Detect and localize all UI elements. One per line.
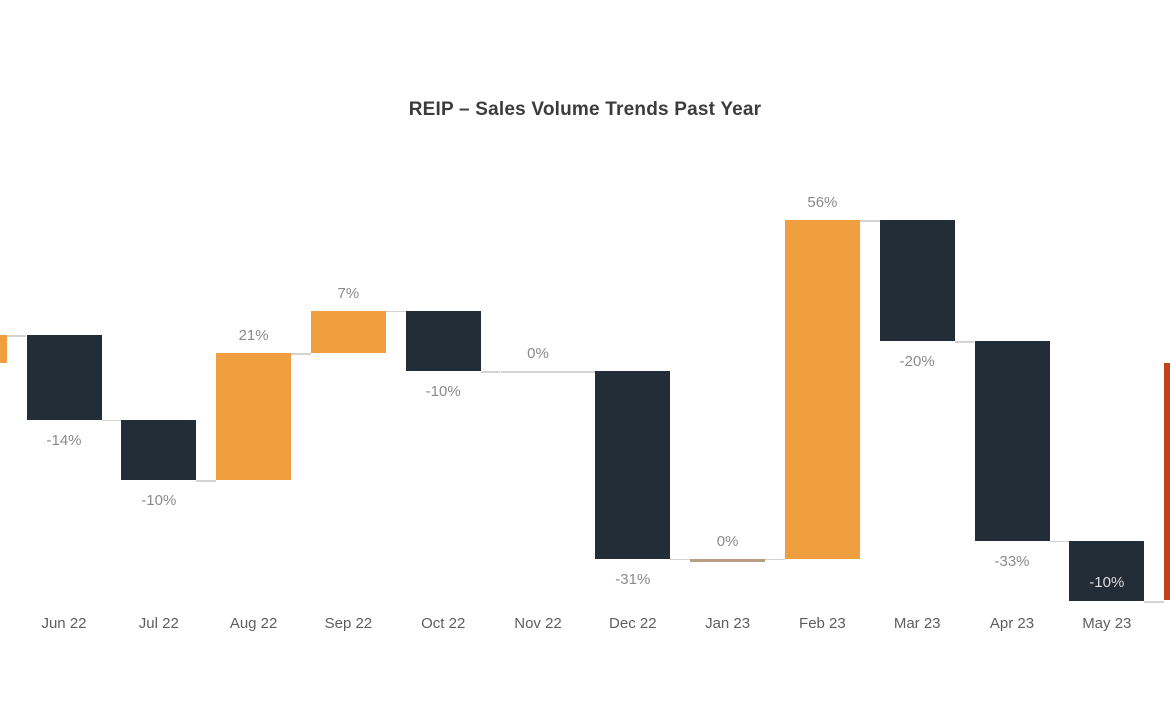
connector-line: [575, 371, 596, 373]
axis-label-Jul 22: Jul 22: [138, 615, 179, 632]
zero-line-Nov 22: [500, 371, 576, 373]
value-label-Nov 22: 0%: [527, 345, 549, 363]
waterfall-bar-Mar 23[interactable]: [879, 220, 955, 342]
value-label-Mar 23: -20%: [899, 353, 935, 371]
axis-label-May 23: May 23: [1082, 615, 1132, 632]
connector-line: [385, 310, 406, 313]
connector-line: [670, 558, 691, 561]
value-label-Feb 23: 56%: [807, 194, 838, 212]
value-label-Sep 22: 7%: [337, 284, 360, 302]
axis-label-Jun 22: Jun 22: [41, 615, 87, 632]
axis-label-Sep 22: Sep 22: [324, 615, 373, 632]
axis-label-Aug 22: Aug 22: [229, 615, 278, 632]
waterfall-bar-Oct 22[interactable]: [405, 310, 481, 372]
waterfall-bar-Apr 23[interactable]: [974, 341, 1050, 541]
waterfall-bar-Jul 22[interactable]: [121, 419, 197, 481]
axis-label-Nov 22: Nov 22: [514, 615, 562, 632]
axis-label-Feb 23: Feb 23: [799, 615, 846, 632]
axis-label-Dec 22: Dec 22: [609, 615, 657, 632]
waterfall-bar-Aug 22[interactable]: [216, 353, 292, 481]
connector-line: [6, 335, 27, 337]
connector-line: [1144, 601, 1165, 603]
connector-line: [101, 419, 122, 422]
value-label-Jun 22: -14%: [46, 431, 82, 449]
partial-bar-left[interactable]: [0, 335, 7, 363]
value-label-Apr 23: -33%: [994, 552, 1030, 570]
axis-label-Jan 23: Jan 23: [705, 615, 751, 632]
partial-bar-right[interactable]: [1164, 362, 1170, 600]
value-label-May 23: -10%: [1089, 574, 1125, 592]
chart-title: REIP – Sales Volume Trends Past Year: [408, 99, 762, 120]
axis-label-Oct 22: Oct 22: [421, 615, 466, 632]
connector-line: [859, 220, 880, 222]
connector-line: [291, 353, 311, 355]
waterfall-bar-Feb 23[interactable]: [784, 220, 860, 559]
connector-line: [480, 371, 501, 373]
axis-label-Apr 23: Apr 23: [989, 615, 1035, 632]
connector-line: [954, 341, 975, 343]
value-label-Dec 22: -31%: [615, 570, 651, 588]
waterfall-bar-Sep 22[interactable]: [310, 310, 386, 354]
waterfall-bar-Jun 22[interactable]: [26, 335, 102, 420]
value-label-Oct 22: -10%: [425, 383, 461, 401]
connector-line: [765, 558, 785, 561]
value-label-Aug 22: 21%: [238, 327, 269, 345]
waterfall-bar-Dec 22[interactable]: [595, 371, 671, 559]
connector-line: [1049, 540, 1070, 543]
connector-line: [196, 480, 217, 482]
waterfall-bar-Jan 23[interactable]: [690, 558, 766, 562]
value-label-Jul 22: -10%: [141, 492, 177, 510]
waterfall-bar-May 23[interactable]: [1069, 540, 1145, 602]
value-label-Jan 23: 0%: [716, 532, 739, 550]
axis-label-Mar 23: Mar 23: [893, 615, 941, 632]
